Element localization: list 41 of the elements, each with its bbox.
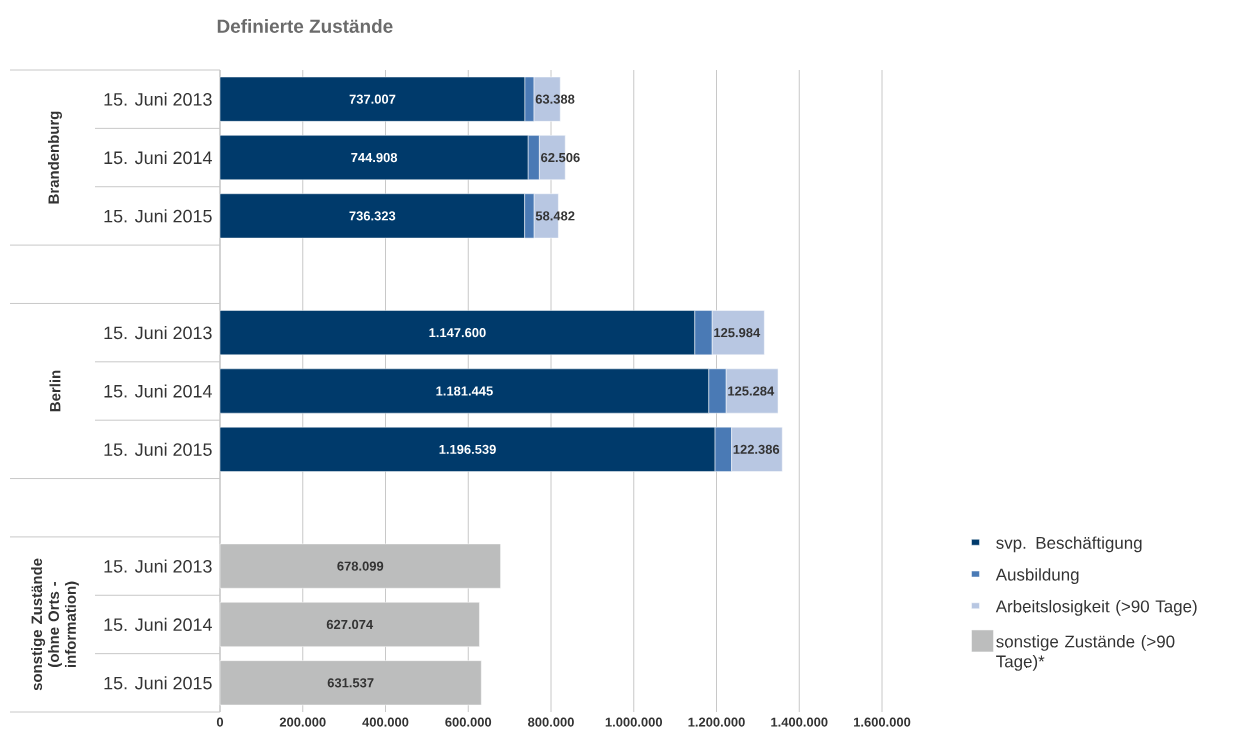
y-tick-label: 15. Juni 2015 (104, 442, 212, 456)
text: Brandenburg (48, 111, 62, 204)
data-label: 736.323 (349, 211, 396, 221)
y-tick-label: 15. Juni 2014 (104, 150, 212, 165)
y-tick-label: 15. Juni 2015 (104, 209, 212, 223)
chart-title: Definierte Zustände (217, 19, 393, 33)
x-tick-label: 1.600.000 (854, 717, 911, 727)
legend-label: svp. Beschäftigung (996, 536, 1142, 553)
data-label: 122.386 (733, 444, 780, 454)
legend-label: sonstige Zustände (>90 Tage)* (996, 635, 1175, 671)
x-tick-label: 400.000 (362, 717, 409, 727)
data-label: 62.506 (541, 152, 580, 163)
data-label: 737.007 (349, 94, 396, 104)
x-tick-label: 1.200.000 (688, 717, 745, 727)
data-label: 678.099 (337, 561, 384, 571)
data-label: 58.482 (535, 211, 575, 221)
x-tick-label: 200.000 (279, 717, 326, 727)
legend-label: Ausbildung (995, 568, 1079, 584)
x-tick-label: 1.000.000 (605, 717, 663, 727)
x-tick-label: 0 (216, 717, 224, 727)
y-tick-label: 15. Juni 2013 (104, 326, 212, 340)
x-tick-label: 1.400.000 (771, 717, 828, 727)
y-tick-label: 15. Juni 2013 (104, 559, 212, 573)
data-label: 125.984 (714, 328, 761, 338)
y-tick-label: 15. Juni 2015 (104, 676, 212, 690)
data-label: 627.074 (326, 619, 374, 630)
data-label: 744.908 (351, 152, 398, 163)
text: Berlin (49, 370, 61, 412)
y-tick-label: 15. Juni 2014 (104, 384, 212, 398)
text: sonstige Zustände (ohne Orts - information) (31, 558, 79, 691)
y-tick-label: 15. Juni 2014 (104, 617, 212, 632)
x-tick-label: 800.000 (528, 717, 574, 727)
data-label: 125.284 (728, 386, 775, 396)
y-tick-label: 15. Juni 2013 (104, 92, 212, 106)
data-label: 1.147.600 (429, 328, 486, 338)
data-label: 631.537 (327, 678, 374, 688)
legend-label: Arbeitslosigkeit (>90 Tage) (995, 599, 1197, 616)
data-label: 1.196.539 (439, 444, 496, 454)
data-label: 63.388 (535, 94, 575, 104)
data-label: 1.181.445 (436, 386, 493, 396)
x-tick-label: 600.000 (445, 717, 492, 727)
